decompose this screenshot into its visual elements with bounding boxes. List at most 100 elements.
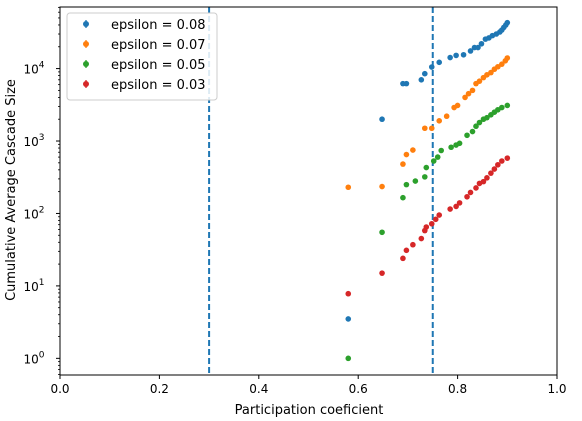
data-point	[476, 78, 483, 84]
data-point	[410, 147, 416, 153]
data-point	[410, 241, 416, 248]
data-point	[436, 212, 443, 218]
data-point	[421, 174, 428, 180]
data-point	[495, 161, 501, 168]
legend-item: epsilon = 0.03	[83, 78, 206, 93]
data-point	[467, 48, 474, 54]
data-point	[418, 235, 425, 242]
legend: epsilon = 0.08 epsilon = 0.07 epsilon = 0.…	[66, 12, 218, 101]
data-point	[504, 55, 511, 61]
data-point	[379, 116, 385, 123]
plot-frame	[59, 6, 558, 376]
legend-item: epsilon = 0.07	[83, 38, 206, 53]
data-point	[462, 94, 468, 101]
x-tick-label: 0.6	[349, 382, 368, 396]
data-point	[464, 132, 470, 139]
data-point	[504, 19, 511, 26]
data-point	[460, 51, 467, 58]
data-point	[345, 355, 352, 362]
legend-marker	[83, 61, 89, 67]
legend-marker	[83, 41, 89, 47]
data-point	[403, 80, 410, 87]
legend-item: epsilon = 0.05	[83, 58, 206, 73]
data-point	[476, 119, 483, 126]
y-tick-label: 102	[23, 205, 44, 221]
data-point	[379, 183, 385, 190]
data-point	[456, 200, 463, 206]
data-point	[412, 178, 419, 184]
data-point	[436, 118, 443, 124]
data-point	[480, 178, 487, 185]
data-point	[430, 158, 437, 164]
data-point	[400, 255, 406, 262]
x-tick-label: 1.0	[547, 382, 566, 396]
legend-label: epsilon = 0.08	[111, 18, 206, 33]
y-axis-label: Cumulative Average Cascade Size	[4, 79, 19, 301]
data-point	[495, 63, 501, 70]
data-point	[447, 206, 453, 212]
series-points	[345, 19, 511, 322]
data-point	[345, 184, 352, 191]
data-point	[491, 166, 498, 172]
legend-label: epsilon = 0.07	[111, 38, 206, 53]
series-points	[345, 55, 511, 191]
data-point	[379, 270, 385, 276]
data-point	[400, 161, 406, 167]
data-point	[473, 123, 479, 130]
y-tick-label: 103	[23, 133, 44, 149]
data-point	[428, 64, 435, 70]
data-point	[421, 125, 428, 132]
data-point	[484, 114, 490, 121]
data-point	[499, 61, 505, 67]
data-point	[454, 102, 461, 109]
legend-item: epsilon = 0.08	[83, 18, 206, 33]
data-point	[438, 147, 444, 154]
data-point	[488, 170, 494, 176]
data-point	[436, 59, 443, 66]
data-point	[403, 151, 410, 158]
data-point	[504, 102, 511, 109]
data-point	[488, 69, 494, 76]
data-point	[469, 128, 476, 135]
data-point	[447, 54, 453, 61]
x-tick-label: 0.8	[448, 382, 467, 396]
legend-box	[66, 12, 218, 101]
series-points	[345, 102, 511, 362]
data-point	[345, 316, 352, 322]
x-tick-label: 0.4	[249, 382, 268, 396]
data-point	[456, 140, 463, 147]
data-point	[484, 175, 490, 181]
data-point	[499, 104, 505, 111]
y-tick-label: 101	[23, 278, 44, 294]
data-point	[434, 154, 441, 160]
data-point	[421, 70, 428, 77]
data-point	[423, 164, 430, 171]
series-points	[345, 155, 511, 297]
data-point	[443, 113, 450, 120]
data-point	[403, 247, 410, 254]
legend-marker	[83, 21, 89, 27]
data-point	[469, 87, 476, 94]
data-point	[499, 158, 505, 164]
data-point	[400, 194, 406, 201]
data-point	[345, 290, 352, 297]
axes: 0.0 0.2 0.4 0.6 0.8 1.0 100 101 102 103 104	[23, 6, 567, 396]
data-point	[464, 193, 470, 200]
x-tick-label: 0.0	[50, 382, 69, 396]
x-tick-label: 0.2	[150, 382, 169, 396]
data-point	[475, 44, 481, 51]
legend-label: epsilon = 0.03	[111, 78, 206, 93]
data-point	[423, 224, 430, 230]
legend-label: epsilon = 0.05	[111, 58, 206, 73]
y-tick-label: 104	[23, 61, 44, 77]
y-tick-label: 100	[23, 350, 44, 366]
data-point	[428, 220, 435, 227]
data-point	[504, 155, 511, 161]
plot-area	[208, 7, 511, 375]
data-point	[473, 185, 479, 191]
data-point	[403, 181, 410, 188]
data-point	[432, 216, 439, 223]
legend-marker	[83, 81, 89, 87]
data-point	[453, 52, 459, 59]
data-point	[448, 144, 454, 151]
